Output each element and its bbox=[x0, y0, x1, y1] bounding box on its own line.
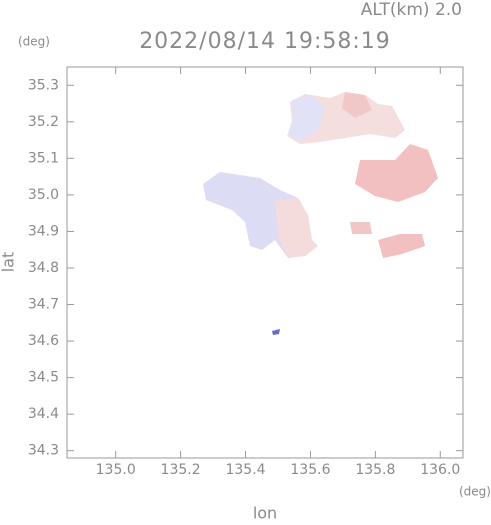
x-tick-label: 135.6 bbox=[290, 462, 330, 478]
echo bbox=[275, 198, 318, 258]
x-tick-label: 135.8 bbox=[355, 462, 395, 478]
timestamp: 2022/08/14 19:58:19 bbox=[139, 29, 391, 54]
x-tick-label: 135.2 bbox=[161, 462, 201, 478]
y-tick-label: 35.1 bbox=[28, 150, 59, 166]
y-tick-label: 34.6 bbox=[28, 333, 59, 349]
unit-top: (deg) bbox=[18, 35, 50, 49]
y-tick-label: 34.8 bbox=[28, 260, 59, 276]
y-tick-label: 34.9 bbox=[28, 223, 59, 239]
echo bbox=[378, 234, 425, 258]
x-tick-label: 135.0 bbox=[96, 462, 136, 478]
echo bbox=[342, 92, 372, 118]
x-unit: (deg) bbox=[459, 485, 491, 499]
x-label: lon bbox=[253, 504, 277, 522]
y-tick-label: 34.3 bbox=[28, 443, 59, 459]
y-label: lat bbox=[0, 252, 18, 273]
x-tick-label: 136.0 bbox=[420, 462, 460, 478]
y-tick-label: 35.0 bbox=[28, 187, 59, 203]
echo bbox=[288, 95, 325, 142]
y-tick-label: 34.4 bbox=[28, 406, 59, 422]
echo bbox=[350, 222, 372, 234]
echo bbox=[272, 329, 280, 335]
y-tick-label: 35.3 bbox=[28, 77, 59, 93]
x-tick-label: 135.4 bbox=[225, 462, 265, 478]
y-tick-label: 34.5 bbox=[28, 370, 59, 386]
echo-blobs bbox=[203, 92, 438, 335]
y-tick-label: 34.7 bbox=[28, 297, 59, 313]
echo bbox=[355, 144, 438, 202]
plot-frame bbox=[66, 66, 464, 459]
altitude: ALT(km) 2.0 bbox=[361, 0, 462, 20]
y-tick-label: 35.2 bbox=[28, 114, 59, 130]
